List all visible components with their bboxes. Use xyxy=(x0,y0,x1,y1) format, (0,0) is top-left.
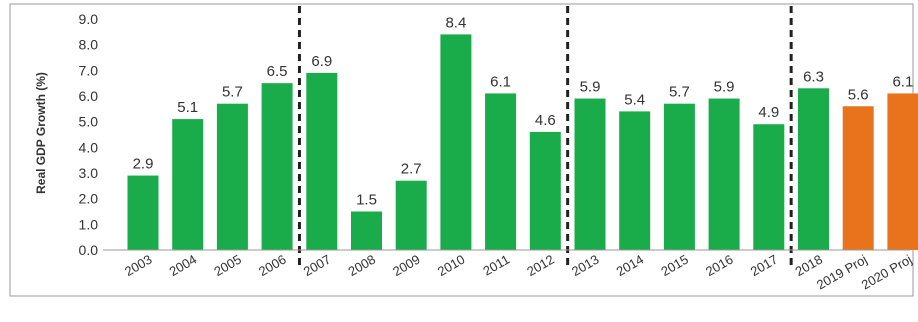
y-tick-label: 0.0 xyxy=(79,242,99,258)
y-tick-label: 9.0 xyxy=(79,11,99,27)
data-label: 5.7 xyxy=(669,84,690,101)
data-label: 4.6 xyxy=(535,112,556,129)
y-tick-label: 7.0 xyxy=(79,62,99,78)
y-axis-label: Real GDP Growth (%) xyxy=(34,72,48,194)
bar xyxy=(663,103,695,250)
y-tick-label: 2.0 xyxy=(79,191,99,207)
bar xyxy=(306,72,338,251)
data-label: 8.4 xyxy=(445,14,466,31)
y-tick-label: 3.0 xyxy=(79,165,99,181)
data-label: 6.5 xyxy=(267,63,288,80)
data-label: 2.7 xyxy=(401,161,422,178)
bar xyxy=(842,106,874,251)
bar xyxy=(798,88,829,250)
bar xyxy=(753,124,785,250)
bar xyxy=(216,103,248,250)
bars xyxy=(127,34,918,251)
bar xyxy=(574,98,606,250)
bar xyxy=(619,111,651,251)
bar xyxy=(395,180,427,250)
y-tick-label: 5.0 xyxy=(79,114,99,130)
data-label: 2.9 xyxy=(133,156,154,173)
bar xyxy=(261,83,293,251)
y-tick-label: 8.0 xyxy=(79,37,99,53)
y-tick-label: 6.0 xyxy=(79,88,99,104)
data-label: 6.3 xyxy=(803,68,824,85)
bar xyxy=(708,98,740,250)
data-label: 6.9 xyxy=(311,53,332,70)
data-labels: 2.9 5.1 5.7 6.5 6.9 1.5 2.7 8.4 6.1 4.6 5.9 5.4 5.7 5… xyxy=(133,14,914,208)
data-label: 5.1 xyxy=(177,99,198,116)
data-label: 5.9 xyxy=(580,79,601,96)
bar xyxy=(127,175,159,250)
bar xyxy=(887,93,918,250)
period-dividers xyxy=(297,6,793,268)
y-tick-label: 4.0 xyxy=(79,139,99,155)
data-label: 5.4 xyxy=(624,91,645,108)
bar xyxy=(440,34,472,251)
data-label: 4.9 xyxy=(758,104,779,121)
bar xyxy=(351,211,382,250)
data-label: 5.6 xyxy=(848,86,869,103)
data-label: 5.9 xyxy=(714,79,735,96)
y-tick-labels: 0.0 1.0 2.0 3.0 4.0 5.0 6.0 7.0 8.0 9.0 xyxy=(79,11,99,258)
data-label: 5.7 xyxy=(222,84,243,101)
y-tick-label: 1.0 xyxy=(79,216,99,232)
bar xyxy=(485,93,517,250)
data-label: 6.1 xyxy=(490,73,511,90)
bar xyxy=(172,119,204,250)
bar xyxy=(529,131,561,250)
data-label: 6.1 xyxy=(892,73,913,90)
data-label: 1.5 xyxy=(356,192,377,209)
